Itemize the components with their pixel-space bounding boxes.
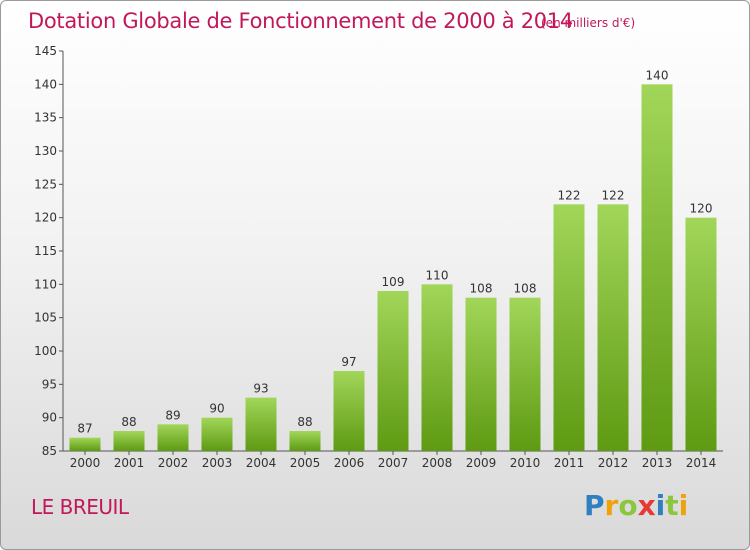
y-tick-label: 95	[42, 377, 57, 391]
x-tick-label: 2000	[70, 456, 101, 470]
bar	[685, 217, 717, 451]
bar	[333, 371, 365, 451]
bar	[509, 297, 541, 451]
y-tick-label: 100	[34, 344, 57, 358]
y-tick-label: 145	[34, 44, 57, 58]
x-tick-label: 2011	[554, 456, 585, 470]
bar-value-label: 87	[77, 422, 92, 436]
bar-value-label: 88	[297, 415, 312, 429]
bar-value-label: 90	[209, 402, 224, 416]
y-tick-label: 110	[34, 277, 57, 291]
bar	[465, 297, 497, 451]
bar-value-label: 122	[558, 188, 581, 202]
y-tick-label: 120	[34, 211, 57, 225]
bar-value-label: 108	[470, 282, 493, 296]
x-tick-label: 2006	[334, 456, 365, 470]
x-tick-label: 2014	[686, 456, 717, 470]
bar-value-label: 88	[121, 415, 136, 429]
y-tick-label: 105	[34, 311, 57, 325]
proxiti-logo: Proxiti	[584, 489, 689, 522]
bar-value-label: 89	[165, 408, 180, 422]
bar	[201, 417, 233, 451]
bar	[69, 437, 101, 451]
bar-value-label: 122	[602, 188, 625, 202]
bar	[157, 424, 189, 451]
bar	[597, 204, 629, 451]
y-tick-label: 125	[34, 177, 57, 191]
y-tick-label: 135	[34, 111, 57, 125]
bar-value-label: 120	[690, 202, 713, 216]
y-tick-label: 130	[34, 144, 57, 158]
bar-value-label: 140	[646, 68, 669, 82]
y-tick-label: 115	[34, 244, 57, 258]
bar	[421, 284, 453, 451]
bar-value-label: 110	[426, 268, 449, 282]
x-tick-label: 2010	[510, 456, 541, 470]
x-tick-label: 2004	[246, 456, 277, 470]
bar-value-label: 93	[253, 382, 268, 396]
bar-value-label: 108	[514, 282, 537, 296]
chart-title: Dotation Globale de Fonctionnement de 20…	[28, 9, 573, 33]
x-tick-label: 2001	[114, 456, 145, 470]
x-tick-label: 2012	[598, 456, 629, 470]
x-tick-label: 2003	[202, 456, 233, 470]
data-labels: 87 88 89 90 93 88 97 109 110 108 108 122 122 140 120	[77, 68, 712, 435]
bar	[377, 291, 409, 451]
bar	[289, 431, 321, 451]
bar-value-label: 97	[341, 355, 356, 369]
bar-value-label: 109	[382, 275, 405, 289]
bars	[69, 84, 717, 451]
x-tick-label: 2002	[158, 456, 189, 470]
bar	[641, 84, 673, 451]
x-tick-label: 2009	[466, 456, 497, 470]
x-tick-label: 2005	[290, 456, 321, 470]
chart-unit: (en milliers d'€)	[541, 16, 636, 30]
bar	[553, 204, 585, 451]
axes: 85 90 95 100 105 110 115 120 125 130 135 140 145 2000…	[34, 44, 723, 470]
bar	[245, 397, 277, 451]
y-tick-label: 90	[42, 411, 57, 425]
commune-name: LE BREUIL	[31, 495, 129, 519]
y-tick-label: 140	[34, 77, 57, 91]
x-tick-label: 2013	[642, 456, 673, 470]
x-tick-label: 2007	[378, 456, 409, 470]
y-tick-label: 85	[42, 444, 57, 458]
x-tick-label: 2008	[422, 456, 453, 470]
bar	[113, 431, 145, 451]
